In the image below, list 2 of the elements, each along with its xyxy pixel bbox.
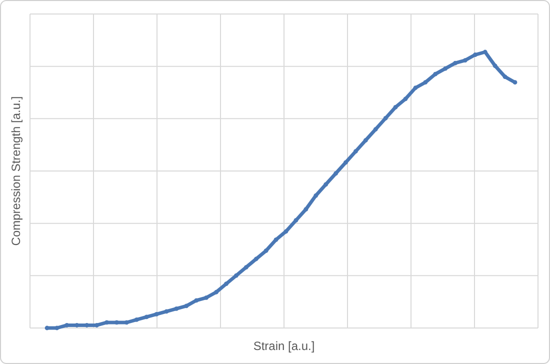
x-axis-title: Strain [a.u.] xyxy=(253,339,315,353)
y-axis-title: Compression Strength [a.u.] xyxy=(9,96,23,246)
